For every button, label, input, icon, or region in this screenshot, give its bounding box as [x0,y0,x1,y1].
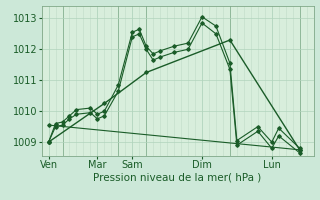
X-axis label: Pression niveau de la mer( hPa ): Pression niveau de la mer( hPa ) [93,173,262,183]
